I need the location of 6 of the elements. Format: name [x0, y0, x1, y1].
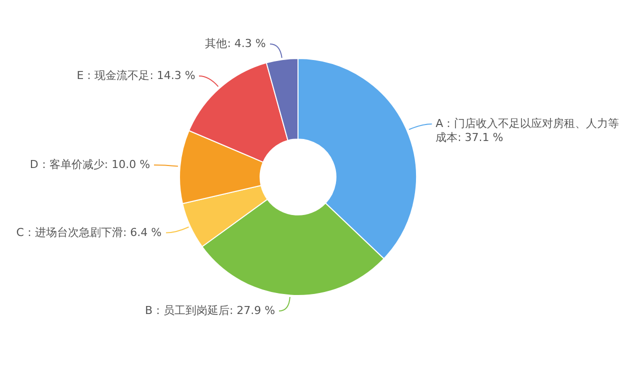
slice-label: A：门店收入不足以应对房租、人力等成本: 37.1 %	[436, 116, 620, 145]
slice-label: B：员工到岗延后: 27.9 %	[144, 304, 276, 318]
slice-label: D：客单价减少: 10.0 %	[30, 158, 150, 172]
slice-label: 其他: 4.3 %	[205, 36, 266, 51]
slice-label: C：进场台次急剧下滑: 6.4 %	[16, 226, 162, 240]
slice-label: E：现金流不足: 14.3 %	[76, 68, 196, 83]
